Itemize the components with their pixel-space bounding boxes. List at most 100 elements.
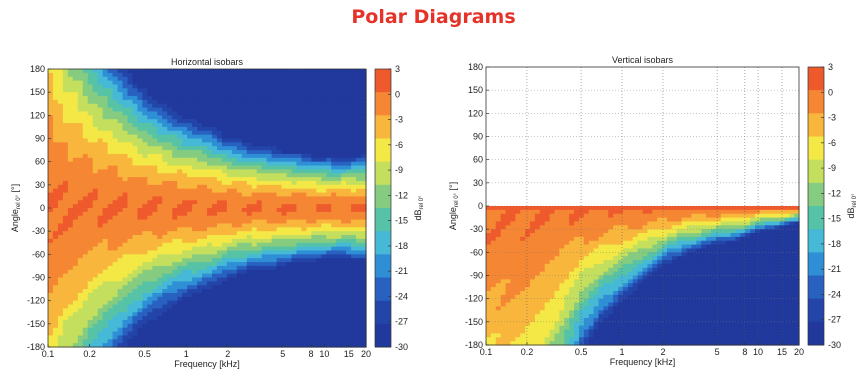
heatmap-cell bbox=[192, 281, 198, 286]
heatmap-cell bbox=[261, 335, 268, 340]
heatmap-cell bbox=[286, 146, 293, 151]
heatmap-cell bbox=[127, 161, 134, 167]
heatmap-cell bbox=[48, 165, 54, 170]
heatmap-cell bbox=[261, 76, 268, 82]
heatmap-cell bbox=[87, 119, 94, 124]
heatmap-cell bbox=[52, 150, 59, 155]
heatmap-cell bbox=[505, 233, 512, 238]
heatmap-cell bbox=[291, 165, 298, 170]
heatmap-cell bbox=[505, 283, 512, 288]
heatmap-cell bbox=[291, 339, 298, 344]
heatmap-cell bbox=[490, 321, 497, 327]
heatmap-cell bbox=[192, 312, 198, 317]
heatmap-cell bbox=[182, 254, 188, 259]
heatmap-cell bbox=[256, 157, 263, 163]
heatmap-cell bbox=[351, 165, 357, 170]
heatmap-cell bbox=[182, 323, 188, 329]
heatmap-cell bbox=[117, 323, 124, 329]
heatmap-cell bbox=[127, 123, 134, 128]
heatmap-cell bbox=[177, 204, 183, 209]
heatmap-cell bbox=[92, 84, 99, 89]
heatmap-cell bbox=[92, 111, 99, 116]
heatmap-cell bbox=[216, 258, 223, 263]
heatmap-cell bbox=[207, 115, 213, 120]
heatmap-cell bbox=[341, 242, 347, 248]
heatmap-cell bbox=[182, 188, 188, 194]
heatmap-cell bbox=[495, 337, 502, 342]
heatmap-cell bbox=[216, 96, 223, 101]
heatmap-cell bbox=[102, 188, 109, 194]
heatmap-cell bbox=[142, 69, 148, 74]
heatmap-cell bbox=[67, 312, 74, 317]
heatmap-cell bbox=[152, 327, 158, 333]
heatmap-cell bbox=[187, 281, 193, 286]
heatmap-cell bbox=[500, 290, 507, 296]
heatmap-cell bbox=[117, 92, 124, 97]
heatmap-cell bbox=[266, 242, 273, 248]
heatmap-cell bbox=[326, 196, 332, 201]
heatmap-cell bbox=[520, 329, 526, 335]
heatmap-cell bbox=[291, 231, 298, 236]
heatmap-cell bbox=[515, 337, 521, 342]
heatmap-cell bbox=[82, 165, 89, 170]
heatmap-cell bbox=[162, 204, 168, 209]
heatmap-cell bbox=[261, 262, 268, 267]
heatmap-cell bbox=[57, 231, 64, 236]
heatmap-cell bbox=[486, 275, 492, 280]
heatmap-cell bbox=[231, 254, 238, 259]
heatmap-cell bbox=[152, 123, 158, 128]
heatmap-cell bbox=[505, 314, 512, 319]
heatmap-cell bbox=[341, 138, 347, 143]
heatmap-cell bbox=[147, 308, 153, 313]
heatmap-cell bbox=[241, 177, 248, 182]
heatmap-cell bbox=[271, 80, 278, 86]
heatmap-cell bbox=[52, 142, 59, 147]
x-tick-label: 20 bbox=[361, 349, 371, 359]
heatmap-cell bbox=[147, 265, 153, 271]
heatmap-cell bbox=[261, 146, 268, 151]
heatmap-cell bbox=[510, 209, 516, 215]
heatmap-cell bbox=[311, 277, 317, 282]
heatmap-cell bbox=[271, 111, 278, 116]
heatmap-cell bbox=[281, 235, 288, 240]
heatmap-cell bbox=[72, 335, 79, 340]
heatmap-cell bbox=[117, 130, 124, 136]
heatmap-cell bbox=[271, 335, 278, 340]
heatmap-cell bbox=[241, 138, 248, 143]
heatmap-cell bbox=[87, 69, 94, 74]
heatmap-cell bbox=[97, 153, 104, 159]
heatmap-cell bbox=[102, 157, 109, 163]
heatmap-cell bbox=[122, 235, 129, 240]
heatmap-cell bbox=[102, 192, 109, 198]
heatmap-cell bbox=[211, 123, 218, 128]
heatmap-cell bbox=[291, 331, 298, 337]
heatmap-cell bbox=[67, 331, 74, 337]
heatmap-cell bbox=[236, 235, 243, 240]
heatmap-cell bbox=[107, 235, 114, 240]
heatmap-cell bbox=[57, 258, 64, 263]
heatmap-cell bbox=[82, 184, 89, 190]
heatmap-cell bbox=[97, 304, 104, 309]
heatmap-cell bbox=[256, 304, 263, 309]
heatmap-cell bbox=[137, 323, 144, 329]
heatmap-cell bbox=[72, 150, 79, 155]
heatmap-cell bbox=[515, 321, 521, 327]
heatmap-cell bbox=[311, 134, 317, 140]
heatmap-cell bbox=[500, 283, 507, 288]
heatmap-cell bbox=[137, 142, 144, 147]
heatmap-cell bbox=[117, 111, 124, 116]
heatmap-cell bbox=[251, 111, 258, 116]
heatmap-cell bbox=[122, 339, 129, 344]
heatmap-cell bbox=[192, 208, 198, 213]
heatmap-cell bbox=[505, 310, 512, 315]
heatmap-cell bbox=[57, 316, 64, 321]
heatmap-cell bbox=[87, 115, 94, 120]
heatmap-cell bbox=[182, 157, 188, 163]
heatmap-cell bbox=[246, 285, 253, 290]
heatmap-cell bbox=[336, 281, 342, 286]
heatmap-cell bbox=[361, 281, 367, 286]
heatmap-cell bbox=[62, 343, 69, 348]
heatmap-cell bbox=[321, 289, 327, 294]
heatmap-cell bbox=[97, 300, 104, 306]
heatmap-cell bbox=[486, 263, 492, 269]
